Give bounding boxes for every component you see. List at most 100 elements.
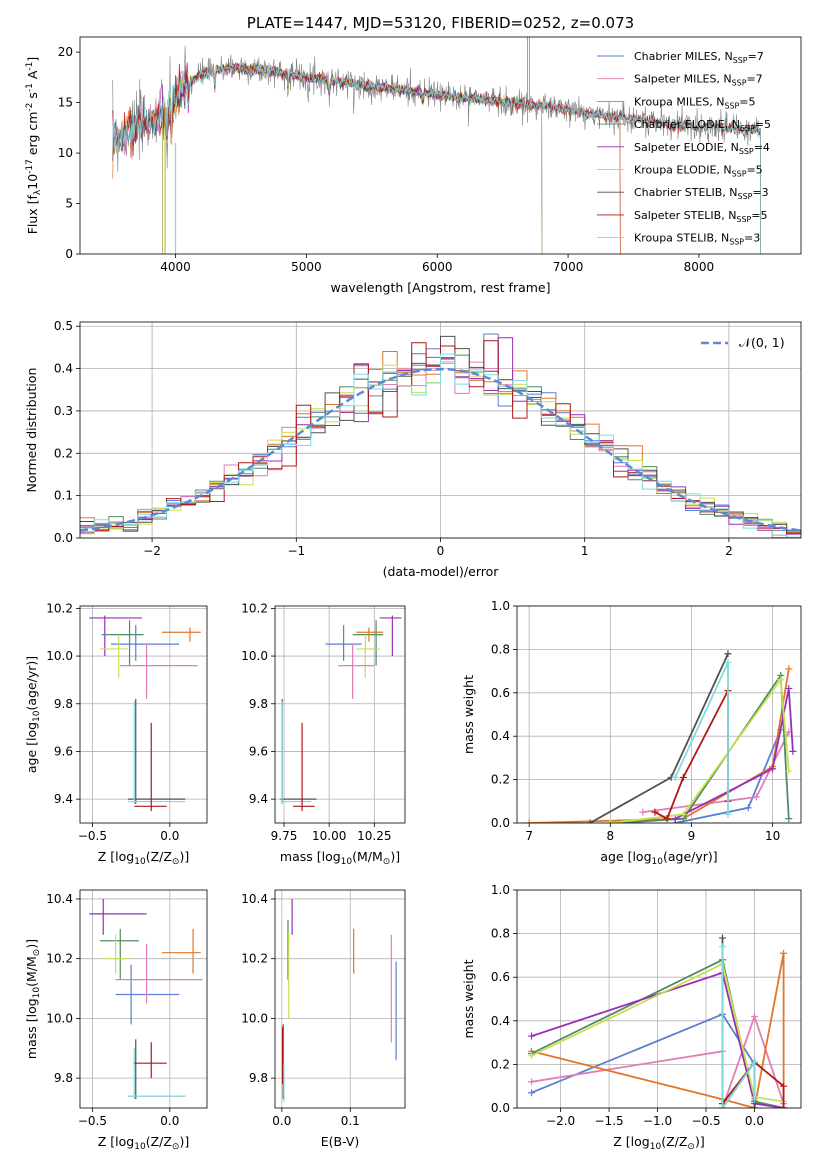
chart-age-vs-Z: −0.5 0.09.49.69.810.010.2Z [log10(Z/Z⊙)]a…: [24, 601, 208, 867]
x-tick-label: 4000: [160, 260, 191, 274]
model-spectrum-line: [112, 63, 761, 254]
text-part: =5: [746, 164, 762, 177]
y-tick-label: 1.0: [491, 599, 510, 613]
y-tick-label: 10.2: [46, 601, 73, 615]
weight-marker: [780, 1082, 788, 1090]
y-tick-label: 9.8: [54, 1071, 73, 1085]
legend-label: Kroupa ELODIE, NSSP=5: [634, 164, 763, 179]
text-part: Kroupa STELIB, N: [634, 232, 729, 245]
chart-weight-vs-Z: −2.0 −1.5 −1.0 −0.5 0.0 0.0 0.2 0.4 0.6 0.8 1.0 Z […: [461, 883, 802, 1152]
axes-frame: [274, 889, 406, 1109]
x-axis-label: age [log10(age/yr)]: [600, 849, 717, 867]
weight-marker: [679, 773, 687, 781]
text-part: mass [log: [24, 998, 39, 1059]
weight-marker: [789, 747, 797, 755]
errorbar-point: [162, 928, 201, 974]
x-tick-label: 8000: [684, 260, 715, 274]
weight-line: [610, 677, 790, 823]
y-tick-label: 10.2: [241, 601, 268, 615]
errorbar-point: [352, 620, 384, 666]
chart-title: PLATE=1447, MJD=53120, FIBERID=0252, z=0…: [247, 14, 634, 32]
chart-age-vs-mass: 9.75 10.00 10.25 9.4 9.6 9.8 10.0 10.2 mass [log…: [241, 601, 406, 867]
chart-mass-vs-Z: −0.5 0.09.810.010.210.4Z [log10(Z/Z⊙)]mas…: [24, 889, 208, 1152]
text-part: =7: [746, 73, 762, 86]
x-tick-label: 0.0: [272, 1114, 291, 1128]
x-tick-label: 7: [525, 829, 533, 843]
errorbar-point: [110, 625, 180, 661]
errorbar-point: [338, 644, 375, 699]
y-tick-label: 0.0: [491, 1101, 510, 1115]
weight-marker: [671, 815, 679, 823]
text-part: Salpeter STELIB, N: [634, 209, 736, 222]
y-tick-label: 5: [65, 197, 73, 211]
errorbar-point: [101, 620, 144, 666]
weight-marker: [718, 943, 726, 951]
x-tick-label: 1: [581, 544, 589, 558]
text-part: -1: [25, 83, 35, 92]
x-tick-label: −1.0: [643, 1114, 672, 1128]
weight-marker: [718, 1104, 726, 1108]
weight-marker: [750, 1095, 758, 1103]
y-tick-label: 0.4: [491, 1014, 510, 1028]
text-part: 10: [25, 174, 40, 190]
text-part: Kroupa MILES, N: [634, 95, 724, 108]
x-axis-label: Z [log10(Z/Z⊙)]: [98, 849, 189, 867]
x-tick-label: −1.5: [595, 1114, 624, 1128]
text-part: ⊙: [172, 1142, 180, 1152]
x-tick-label: 2: [725, 544, 733, 558]
axes-frame: [516, 605, 802, 824]
text-part: Salpeter MILES, N: [634, 73, 732, 86]
errorbar-point: [89, 898, 147, 935]
text-part: ⊙: [32, 949, 42, 957]
y-axis-label: age [log10(age/yr)]: [24, 656, 42, 773]
y-tick-label: 10.4: [241, 892, 268, 906]
text-part: (M/M: [24, 956, 39, 987]
errorbar-point: [128, 1048, 186, 1100]
text-part: 10: [652, 857, 664, 867]
text-part: SSP: [740, 124, 755, 133]
text-part: =3: [752, 186, 768, 199]
weight-line: [721, 946, 756, 1108]
legend-label: Salpeter MILES, NSSP=7: [634, 73, 763, 88]
errorbar-point: [280, 701, 312, 804]
y-tick-label: 10.0: [241, 649, 268, 663]
y-tick-label: 0.5: [54, 319, 73, 333]
errorbar-point: [379, 615, 402, 657]
text-part: Z [log: [98, 1134, 134, 1149]
errorbar-point: [128, 699, 186, 804]
y-tick-label: 0.6: [491, 970, 510, 984]
x-axis-label: (data-model)/error: [383, 564, 500, 579]
text-part: A: [25, 70, 40, 83]
text-part: SSP: [738, 192, 753, 201]
weight-marker: [750, 1012, 758, 1020]
chart-residuals: 𝒩(0, 1) −2 −1 0 1 2 0.0 0.1 0.2 0.3 0.4 0.5 (data-mo…: [24, 319, 802, 579]
y-tick-label: 0.8: [491, 927, 510, 941]
text-part: s: [25, 92, 40, 103]
text-part: SSP: [733, 56, 748, 65]
text-part: SSP: [729, 238, 744, 247]
text-part: (Z/Z: [661, 1134, 687, 1149]
model-spectrum-line: [162, 62, 543, 254]
legend-label: Kroupa MILES, NSSP=5: [634, 95, 755, 110]
weight-marker: [785, 665, 793, 673]
legend-label: Salpeter ELODIE, NSSP=4: [634, 141, 770, 156]
text-part: =7: [748, 50, 764, 63]
errorbar-point: [89, 615, 142, 657]
axes-frame: [79, 36, 802, 255]
text-part: ⊙: [687, 1142, 695, 1152]
weight-line: [721, 1060, 785, 1108]
text-part: 10: [650, 1142, 662, 1152]
x-tick-label: 0.0: [160, 829, 179, 843]
text-part: )]: [179, 849, 189, 864]
text-part: Z [log: [98, 849, 134, 864]
text-part: =5: [739, 95, 755, 108]
y-axis-label: mass [log10(M/M⊙)]: [24, 939, 42, 1059]
text-part: 10: [134, 857, 146, 867]
weight-marker: [639, 808, 647, 816]
plot-area: [80, 333, 801, 538]
y-tick-label: 10.0: [46, 649, 73, 663]
errorbar-point: [162, 627, 201, 642]
y-axis-label: mass weight: [461, 675, 476, 754]
y-tick-label: 9.6: [54, 744, 73, 758]
